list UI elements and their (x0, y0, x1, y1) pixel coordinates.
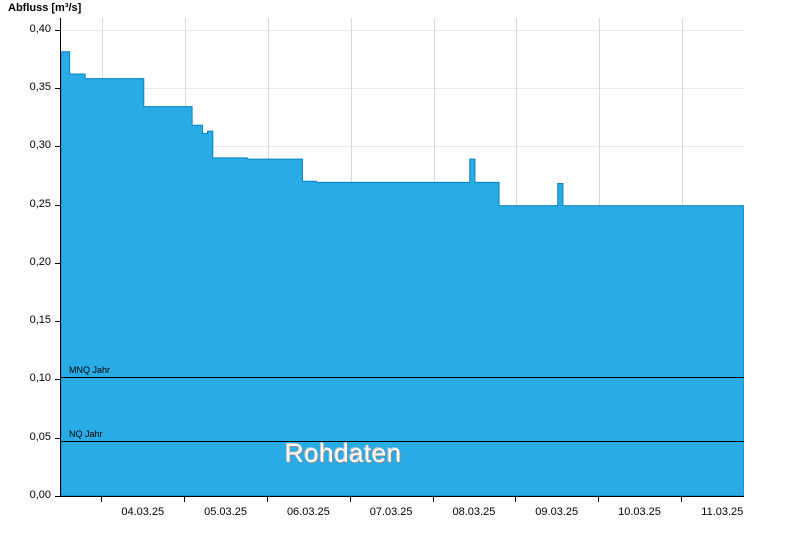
threshold-label-mnq: MNQ Jahr (69, 365, 111, 376)
x-tick-mark (433, 497, 434, 502)
x-tick-label: 08.03.25 (452, 506, 496, 518)
x-tick-mark (598, 497, 599, 502)
y-tick-label: 0,35 (29, 80, 51, 93)
x-tick-label: 06.03.25 (286, 506, 330, 518)
x-tick-label: 11.03.25 (701, 506, 744, 518)
y-tick-mark (55, 379, 60, 380)
y-tick-label: 0,05 (29, 430, 51, 443)
y-tick-label: 0,30 (29, 139, 51, 152)
y-axis-title: Abfluss [m³/s] (8, 2, 82, 14)
gridline-horizontal (61, 88, 744, 89)
y-tick-label: 0,40 (29, 22, 51, 35)
threshold-label-nq: NQ Jahr (69, 429, 103, 440)
y-tick-label: 0,15 (29, 314, 51, 327)
watermark: Rohdaten (285, 438, 402, 468)
y-tick-mark (55, 205, 60, 206)
y-tick-mark (55, 438, 60, 439)
y-tick-mark (55, 321, 60, 322)
x-tick-mark (184, 497, 185, 502)
discharge-series (61, 51, 744, 496)
y-tick-mark (55, 30, 60, 31)
x-tick-mark (267, 497, 268, 502)
y-tick-label: 0,10 (29, 372, 51, 385)
y-tick-label: 0,00 (29, 489, 51, 501)
x-tick-mark (101, 497, 102, 502)
x-tick-label: 10.03.25 (618, 506, 661, 518)
x-tick-mark (681, 497, 682, 502)
y-tick-mark (55, 88, 60, 89)
y-tick-mark (55, 496, 60, 497)
threshold-line-nq (61, 441, 744, 442)
gridline-horizontal (61, 30, 744, 31)
x-tick-mark (515, 497, 516, 502)
x-tick-mark (350, 497, 351, 502)
series-area (61, 51, 744, 496)
x-tick-label: 07.03.25 (369, 506, 413, 518)
plot-inner: MNQ Jahr NQ Jahr (61, 18, 744, 496)
y-tick-mark (55, 146, 60, 147)
y-tick-label: 0,20 (29, 255, 51, 268)
plot-area: MNQ Jahr NQ Jahr (60, 18, 744, 497)
gridline-horizontal (61, 146, 744, 147)
x-tick-label: 04.03.25 (121, 506, 165, 518)
y-tick-label: 0,25 (29, 197, 51, 210)
threshold-line-mnq (61, 377, 744, 378)
x-tick-label: 05.03.25 (204, 506, 247, 518)
y-tick-mark (55, 263, 60, 264)
x-tick-label: 09.03.25 (535, 506, 579, 518)
